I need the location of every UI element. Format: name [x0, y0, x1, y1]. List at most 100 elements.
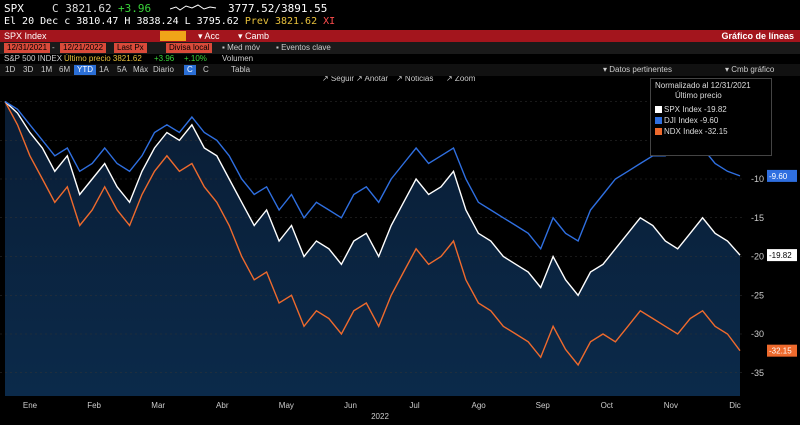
security-title[interactable]: SPX Index [4, 31, 47, 41]
date-separator: - [52, 43, 55, 52]
ohlc-text: El 20 Dec c 3810.47 H 3838.24 L 3795.62 [4, 16, 239, 27]
x-tick-label: Oct [601, 401, 614, 410]
chart-type-title: Gráfico de líneas [721, 31, 794, 41]
related-data-label: Datos pertinentes [609, 65, 672, 74]
start-date-field[interactable]: 12/31/2021 [4, 43, 51, 53]
period-1d[interactable]: 1D [5, 65, 16, 74]
quote-header: SPX C 3821.62 +3.96 3777.52/3891.55 El 2… [0, 0, 800, 30]
function-bar: SPX Index ▾ Acc ▾ Camb Gráfico de líneas [0, 30, 800, 42]
spx-line [4, 100, 741, 297]
quote-line-2: El 20 Dec c 3810.47 H 3838.24 L 3795.62 … [4, 16, 335, 27]
chart-change-menu[interactable]: ▾ Cmb gráfico [725, 65, 775, 74]
x-tick-label: Feb [87, 401, 101, 410]
sparkline-icon [170, 4, 217, 11]
controls-row: 12/31/2021 - 12/21/2022 Last Px Divisa l… [0, 42, 800, 54]
day-range: 3777.52/3891.55 [228, 2, 328, 15]
y-tick-label: -25 [751, 290, 764, 300]
x-tick-label: Jun [344, 401, 357, 410]
summary-change: +3.96 [154, 54, 175, 63]
spx-swatch [655, 106, 662, 114]
ndx-legend-name: NDX Index [664, 127, 703, 136]
chart-mode-c1[interactable]: C [184, 65, 196, 75]
y-tick-label: -35 [751, 368, 764, 378]
dji-swatch [655, 117, 662, 125]
actions-menu[interactable]: ▾ Acc [198, 31, 220, 41]
legend-entry-ndx[interactable]: NDX Index -32.15 [655, 127, 728, 137]
chart-mode-c2[interactable]: C [203, 65, 209, 74]
ndx-legend-value: -32.15 [704, 127, 728, 136]
y-tick-label: -20 [751, 252, 764, 262]
x-tick-label: Sep [536, 401, 551, 410]
x-tick-label: Abr [216, 401, 229, 410]
volume-label: Volumen [222, 54, 254, 63]
period-5a[interactable]: 5A [117, 65, 127, 74]
x-tick-label: Ene [23, 401, 38, 410]
period-toolbar: 1D 3D 1M 6M YTD 1A 5A Máx Diario C C Tab… [0, 64, 800, 76]
year-label: 2022 [371, 412, 389, 420]
last-value-label-0: -19.82 [769, 251, 792, 260]
period-max[interactable]: Máx [133, 65, 149, 74]
dji-legend-value: -9.60 [700, 116, 719, 125]
prev-close: Prev 3821.62 [244, 16, 318, 27]
ndx-line [4, 101, 741, 367]
dji-line [4, 100, 741, 251]
x-tick-label: May [279, 401, 294, 410]
dji-legend-name: DJI Index [664, 116, 698, 125]
line-chart[interactable]: ↗ Seguir↗ Anotar↗ Noticias↗ Zoom0-5-10-1… [0, 74, 800, 421]
frequency-select[interactable]: Diario [153, 65, 174, 74]
last-value-box-1 [767, 169, 797, 182]
change-menu[interactable]: ▾ Camb [238, 31, 270, 41]
ticker-symbol[interactable]: SPX [4, 2, 24, 15]
ndx-swatch [655, 128, 662, 136]
x-tick-label: Mar [151, 401, 165, 410]
x-tick-label: Nov [664, 401, 678, 410]
moving-average-label: Med móv [227, 43, 260, 52]
chart-tool-3[interactable]: ↗ Zoom [446, 74, 476, 83]
period-1m[interactable]: 1M [41, 65, 53, 74]
legend-entry-spx[interactable]: SPX Index -19.82 [655, 105, 727, 115]
x-tick-label: Dic [729, 401, 741, 410]
index-name: S&P 500 INDEX [4, 54, 63, 63]
key-events-toggle[interactable]: ▪ Eventos clave [276, 43, 331, 52]
current-price: C 3821.62 [52, 2, 112, 15]
chart-tool-2[interactable]: ↗ Noticias [396, 74, 433, 83]
summary-pct: +.10% [184, 54, 207, 63]
legend-title: Normalizado al 12/31/2021 [655, 81, 751, 90]
y-tick-label: -30 [751, 329, 764, 339]
legend-entry-dji[interactable]: DJI Index -9.60 [655, 116, 718, 126]
moving-average-toggle[interactable]: ▪ Med móv [222, 43, 260, 52]
price-change: +3.96 [118, 2, 152, 15]
spx-legend-name: SPX Index [664, 105, 702, 114]
price-field-select[interactable]: Last Px [114, 43, 147, 53]
period-6m[interactable]: 6M [59, 65, 71, 74]
table-button[interactable]: Tabla [231, 65, 251, 74]
last-value-label-2: -32.15 [769, 347, 792, 356]
spx-area-fill [5, 101, 740, 396]
y-tick-label: -15 [751, 213, 764, 223]
chart-change-label: Cmb gráfico [731, 65, 775, 74]
related-data-menu[interactable]: ▾ Datos pertinentes [603, 65, 672, 74]
currency-select[interactable]: Divisa local [166, 43, 213, 53]
period-1a[interactable]: 1A [99, 65, 109, 74]
amber-field[interactable] [160, 31, 186, 41]
actions-label: Acc [204, 31, 220, 41]
period-ytd[interactable]: YTD [74, 65, 96, 75]
chart-tool-1[interactable]: ↗ Anotar [356, 74, 388, 83]
chart-tool-0[interactable]: ↗ Seguir [322, 74, 354, 83]
exchange-flag: XI [323, 16, 336, 27]
last-price-label: Último precio 3821.62 [64, 54, 142, 63]
x-tick-label: Jul [409, 401, 419, 410]
summary-row: S&P 500 INDEX Último precio 3821.62 +3.9… [0, 54, 800, 64]
legend-subtitle: Último precio [675, 91, 722, 100]
last-value-box-2 [767, 344, 797, 357]
last-value-box-0 [767, 249, 797, 262]
last-value-label-1: -9.60 [769, 172, 788, 181]
change-label: Camb [245, 31, 270, 41]
y-tick-label: -10 [751, 174, 764, 184]
x-tick-label: Ago [472, 401, 487, 410]
spx-legend-value: -19.82 [704, 105, 727, 114]
period-3d[interactable]: 3D [23, 65, 34, 74]
chart-area[interactable]: ↗ Seguir↗ Anotar↗ Noticias↗ Zoom0-5-10-1… [0, 74, 800, 421]
chart-legend: Normalizado al 12/31/2021 Último precio … [650, 78, 772, 156]
end-date-field[interactable]: 12/21/2022 [60, 43, 107, 53]
